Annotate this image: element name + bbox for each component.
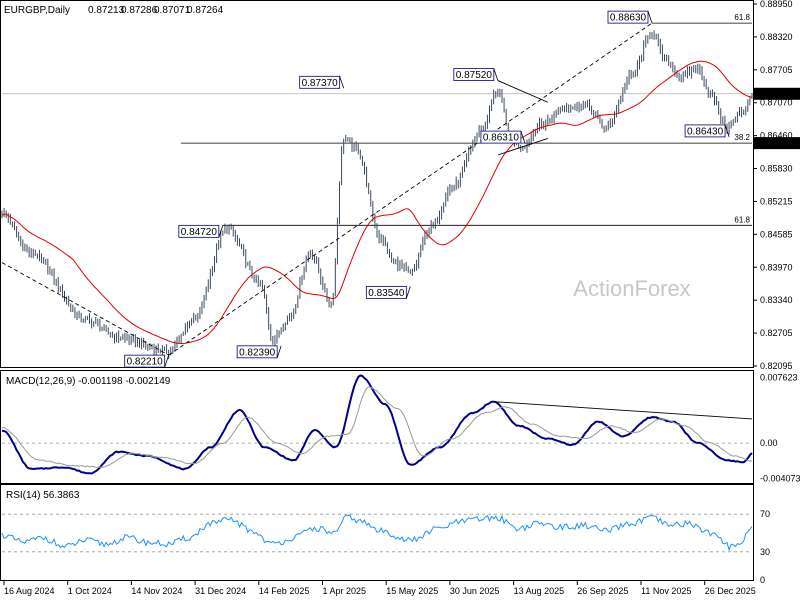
price-annotation-connector: [724, 124, 730, 138]
price-annotation-box: [453, 68, 495, 81]
x-tick-label: 26 Sep 2025: [577, 586, 628, 596]
fib-level-label: 61.8: [734, 215, 750, 224]
price-annotation-box: [124, 354, 166, 368]
ohlc-close: 0.87264: [187, 5, 224, 16]
watermark: ActionForex: [573, 276, 690, 301]
y-tick-label: 0.84585: [760, 229, 793, 239]
price-annotation-box: [684, 124, 726, 138]
ohlc-high: 0.87286: [121, 5, 158, 16]
price-annotation-connector: [647, 11, 653, 24]
axes: 0.88950 0.88320 0.87705 0.87070 0.86460 0.858…: [3, 0, 800, 596]
main-panel-frame: [0, 0, 754, 368]
price-annotation-connector: [164, 355, 170, 368]
macd-panel-frame: [0, 370, 754, 484]
price-annotation-label: 0.86430: [687, 126, 724, 137]
price-annotation-connector: [339, 76, 345, 89]
price-annotation-box: [299, 75, 341, 89]
price-annotation-label: 0.82210: [127, 357, 164, 368]
x-tick-label: 14 Feb 2025: [259, 586, 310, 596]
macd-chart: [1, 374, 753, 475]
price-annotation-label: 0.82390: [239, 347, 276, 358]
price-annotation-connector: [520, 130, 526, 144]
x-tick-label: 14 Nov 2024: [131, 586, 182, 596]
current-price-tag-label: 0.87264: [757, 89, 790, 99]
price-annotation-box: [236, 345, 278, 359]
price-annotation-label: 0.87370: [302, 78, 339, 89]
y-tick-label: 0.82095: [760, 361, 793, 371]
y-tick-label: 0.82705: [760, 328, 793, 338]
ohlc-low: 0.87071: [154, 5, 191, 16]
macd-series-line: [1, 386, 753, 468]
price-annotation-connector: [405, 286, 411, 299]
moving-average-line: [1, 60, 753, 345]
price-annotation-label: 0.87520: [456, 70, 493, 81]
price-annotation-connector: [493, 68, 499, 81]
ohlc-open: 0.87213: [88, 5, 125, 16]
macd-trend-line: [493, 401, 753, 420]
chart-title: EURGBP,Daily: [4, 5, 70, 16]
trend-line: [497, 138, 548, 156]
y-tick-label: 0.83970: [760, 262, 793, 272]
macd-title: MACD(12,26,9) -0.001198 -0.002149: [6, 376, 171, 387]
rsi-y-tick-label: 0: [760, 575, 765, 585]
price-annotation-label: 0.83540: [368, 288, 405, 299]
y-tick-label: 0.87070: [760, 98, 793, 108]
rsi-y-tick-label: 70: [760, 509, 770, 519]
current-price-tag: [754, 87, 800, 100]
x-tick-label: 13 Aug 2025: [514, 586, 565, 596]
price-chart: 61.8 38.2 61.8 0.88630 0.87520 0.87370 0.86310…: [1, 10, 753, 368]
y-tick-label: 0.87705: [760, 65, 793, 75]
x-tick-label: 11 Nov 2025: [641, 586, 691, 596]
trend-line: [1, 262, 169, 356]
y-tick-label: 0.88950: [760, 0, 793, 9]
x-tick-label: 15 May 2025: [386, 586, 438, 596]
fib-price-tag: [754, 137, 800, 150]
y-tick-label: 0.86460: [760, 131, 793, 141]
rsi-title: RSI(14) 56.3863: [6, 490, 80, 501]
price-annotation-label: 0.88630: [610, 13, 647, 24]
fib-level-label: 61.8: [734, 13, 750, 22]
y-tick-label: 0.83340: [760, 295, 793, 305]
macd-y-tick-label: 0.007623: [760, 372, 798, 382]
macd-series-line: [1, 374, 753, 475]
price-annotation-label: 0.84720: [181, 227, 218, 238]
x-tick-label: 26 Dec 2025: [705, 586, 756, 596]
x-tick-label: 1 Apr 2025: [323, 586, 367, 596]
trend-line: [497, 80, 549, 103]
fib-price-tag-label: 0.86310: [757, 139, 790, 149]
rsi-chart: [1, 513, 753, 553]
price-annotation-connector: [218, 225, 224, 238]
x-tick-label: 16 Aug 2024: [4, 586, 55, 596]
y-tick-label: 0.88320: [760, 32, 793, 42]
macd-y-tick-label: -0.004073: [760, 473, 800, 483]
rsi-series-line: [1, 514, 753, 552]
x-tick-label: 31 Dec 2024: [195, 586, 246, 596]
x-tick-label: 1 Oct 2024: [68, 586, 112, 596]
price-annotation-box: [178, 224, 220, 238]
y-tick-label: 0.85215: [760, 196, 793, 206]
price-header: EURGBP,Daily 0.87213 0.87286 0.87071 0.8…: [4, 5, 224, 16]
price-annotation-box: [480, 130, 522, 144]
rsi-y-tick-label: 30: [760, 547, 770, 557]
price-annotation-label: 0.86310: [483, 133, 520, 144]
x-tick-label: 30 Jun 2025: [450, 586, 500, 596]
fib-level-label: 38.2: [734, 133, 750, 142]
y-tick-label: 0.85830: [760, 164, 793, 174]
price-annotation-box: [607, 10, 649, 24]
price-annotation-box: [365, 285, 407, 299]
macd-y-tick-label: 0.00: [760, 438, 778, 448]
price-annotation-connector: [276, 345, 282, 358]
